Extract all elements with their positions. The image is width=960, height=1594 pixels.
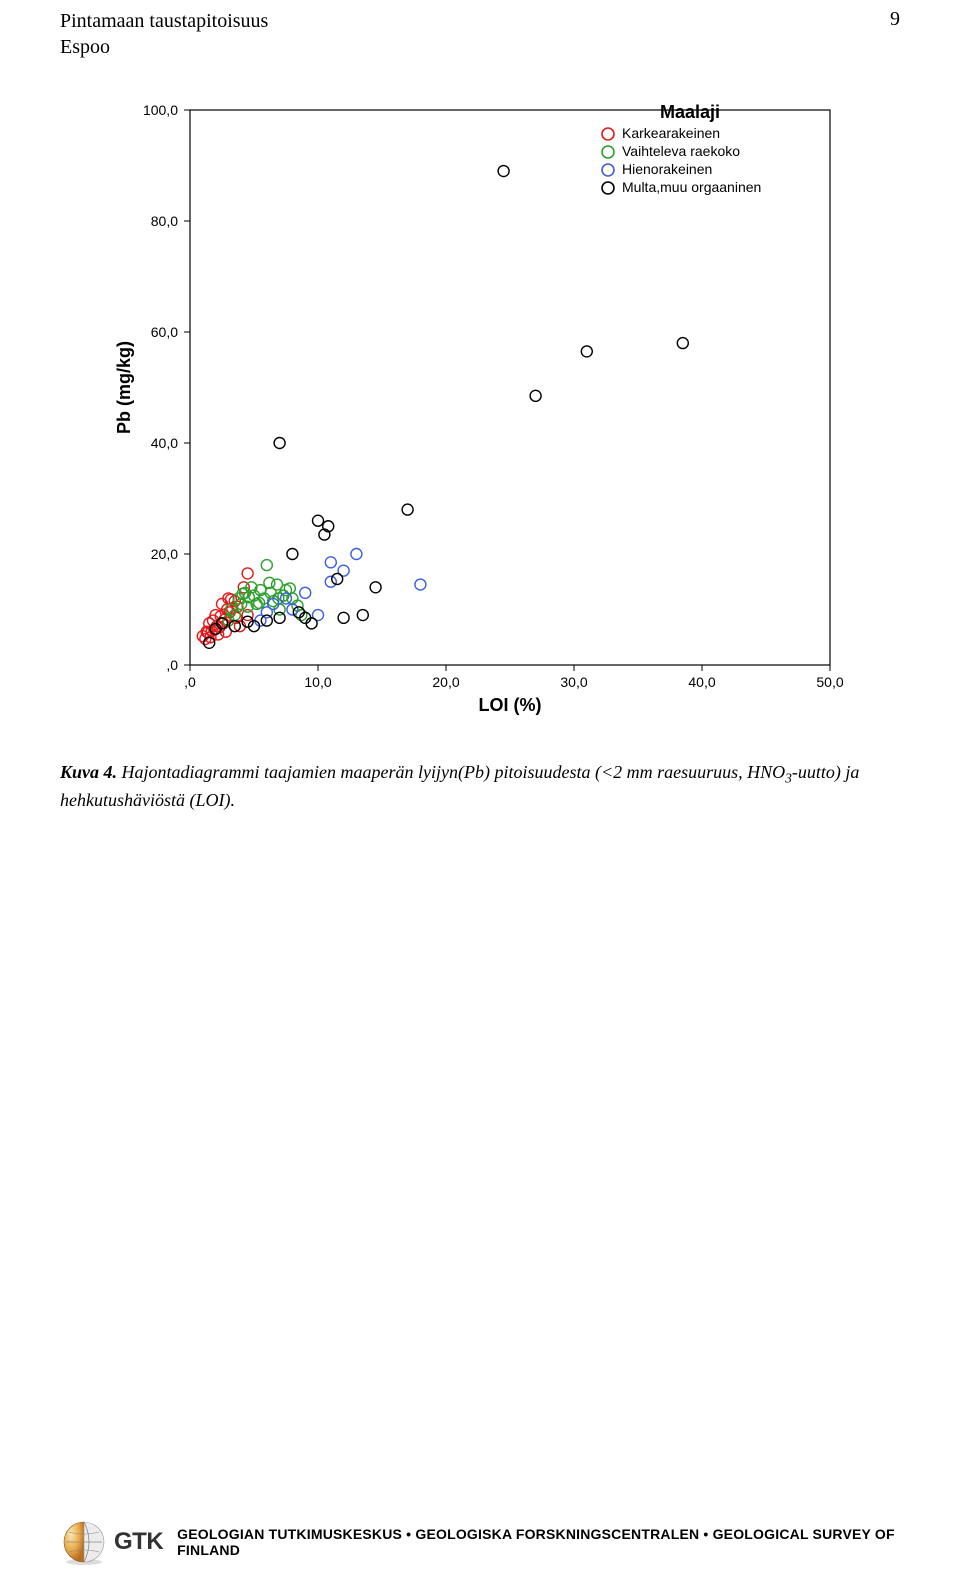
header-title-line2: Espoo xyxy=(60,36,110,58)
page-number: 9 xyxy=(890,8,900,31)
page: Pintamaan taustapitoisuus Espoo 9 ,0 10,0… xyxy=(0,0,960,1594)
footer-brand: GTK xyxy=(114,1528,163,1556)
figure-caption: Kuva 4. Hajontadiagrammi taajamien maape… xyxy=(60,760,900,812)
svg-text:Pb (mg/kg): Pb (mg/kg) xyxy=(114,341,134,434)
svg-text:Maalaji: Maalaji xyxy=(660,102,720,122)
svg-text:Multa,muu orgaaninen: Multa,muu orgaaninen xyxy=(622,179,761,195)
svg-text:20,0: 20,0 xyxy=(151,546,178,562)
svg-text:80,0: 80,0 xyxy=(151,213,178,229)
svg-text:30,0: 30,0 xyxy=(560,674,587,690)
chart-svg: ,0 10,0 20,0 30,0 40,0 50,0 ,0 20,0 40,0 60,0 80,0… xyxy=(100,90,860,730)
svg-text:50,0: 50,0 xyxy=(816,674,843,690)
svg-text:20,0: 20,0 xyxy=(432,674,459,690)
svg-text:LOI (%): LOI (%) xyxy=(479,695,542,715)
footer-logo: GTK xyxy=(60,1518,163,1566)
footer-text: GEOLOGIAN TUTKIMUSKESKUS • GEOLOGISKA FO… xyxy=(177,1526,920,1558)
svg-text:,0: ,0 xyxy=(184,674,196,690)
caption-prefix: Kuva 4. xyxy=(60,762,117,782)
svg-text:Karkearakeinen: Karkearakeinen xyxy=(622,125,720,141)
header-title: Pintamaan taustapitoisuus Espoo xyxy=(60,8,268,60)
footer: GTK GEOLOGIAN TUTKIMUSKESKUS • GEOLOGISK… xyxy=(60,1518,920,1566)
svg-text:,0: ,0 xyxy=(166,657,178,673)
svg-text:60,0: 60,0 xyxy=(151,324,178,340)
svg-text:40,0: 40,0 xyxy=(688,674,715,690)
header-title-line1: Pintamaan taustapitoisuus xyxy=(60,10,268,32)
svg-text:40,0: 40,0 xyxy=(151,435,178,451)
caption-sub: 3 xyxy=(785,771,792,786)
scatter-chart: ,0 10,0 20,0 30,0 40,0 50,0 ,0 20,0 40,0 60,0 80,0… xyxy=(100,90,860,730)
svg-text:Hienorakeinen: Hienorakeinen xyxy=(622,161,712,177)
svg-text:Vaihteleva raekoko: Vaihteleva raekoko xyxy=(622,143,740,159)
globe-icon xyxy=(60,1518,108,1566)
caption-body-1: Hajontadiagrammi taajamien maaperän lyij… xyxy=(117,762,785,782)
svg-text:100,0: 100,0 xyxy=(143,102,178,118)
svg-text:10,0: 10,0 xyxy=(304,674,331,690)
